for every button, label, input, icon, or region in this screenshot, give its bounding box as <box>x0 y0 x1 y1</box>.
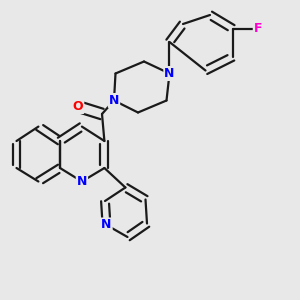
Text: N: N <box>109 94 119 107</box>
Text: N: N <box>164 67 175 80</box>
Text: N: N <box>101 218 112 232</box>
Text: O: O <box>73 100 83 113</box>
Text: N: N <box>77 175 87 188</box>
Text: F: F <box>254 22 262 35</box>
